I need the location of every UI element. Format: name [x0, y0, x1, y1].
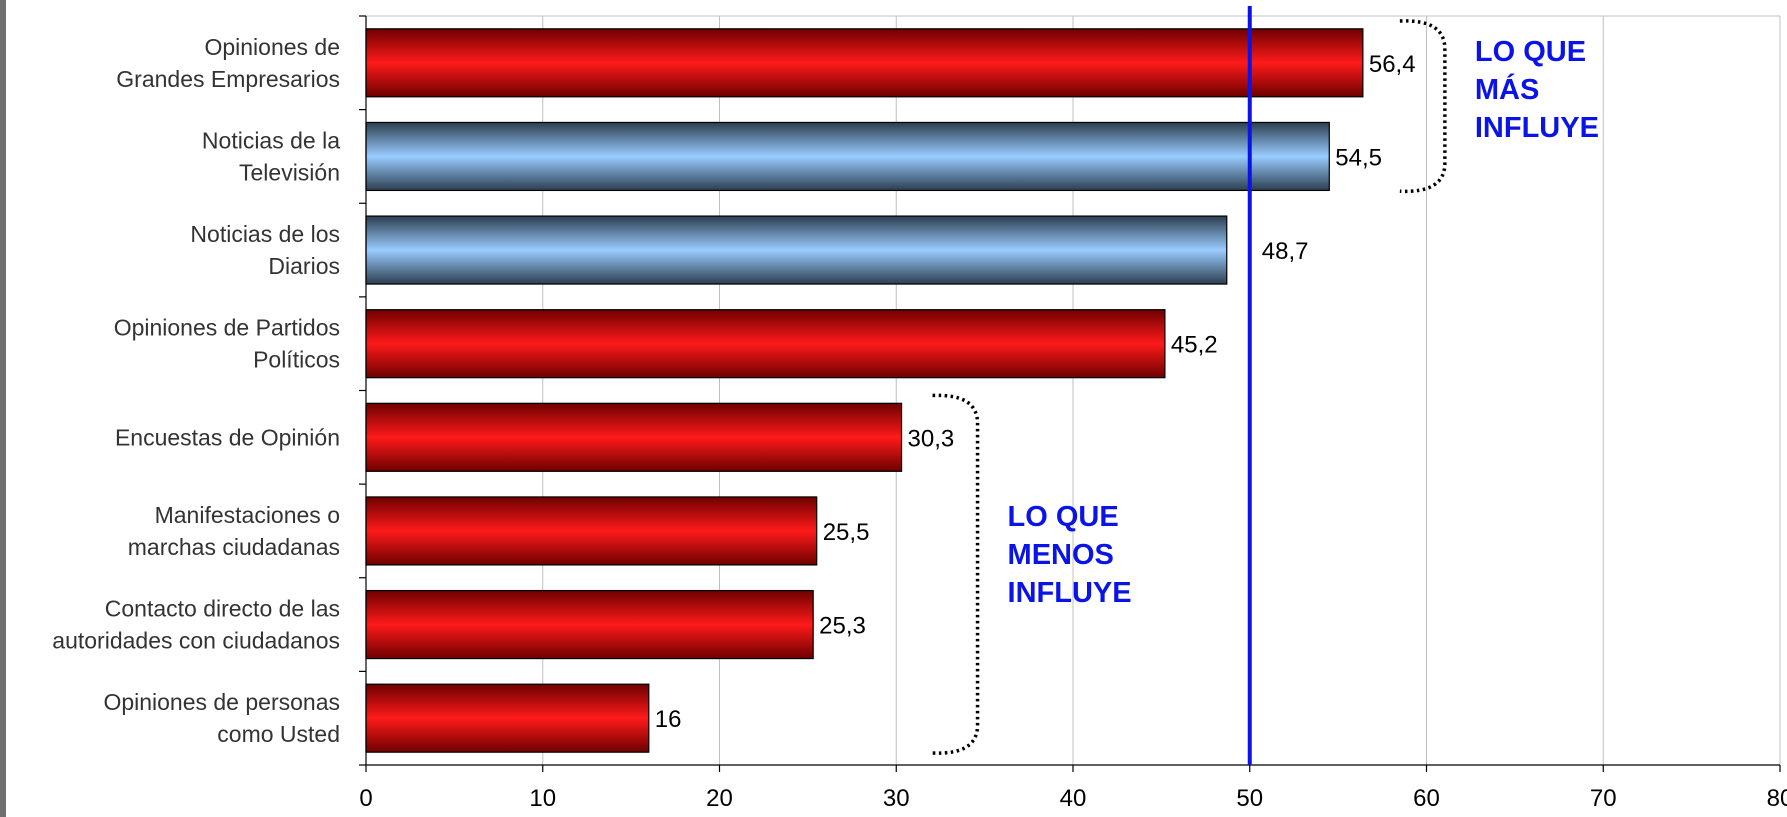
bars	[365, 28, 1364, 753]
category-label-2-line-0: Noticias de los	[190, 221, 340, 247]
annotation-0-line-1: MÁS	[1475, 72, 1539, 106]
x-tick-label-20: 20	[706, 785, 733, 812]
bar-0	[365, 28, 1364, 98]
category-label-3-line-1: Políticos	[253, 347, 340, 373]
labels: Opiniones de Grandes Empresarios Noticias …	[52, 34, 1415, 747]
category-label-0-line-1: Grandes Empresarios	[116, 66, 340, 92]
category-label-2-line-1: Diarios	[268, 253, 340, 279]
data-label-7: 16	[655, 706, 682, 733]
category-label-5-line-1: marchas ciudadanas	[128, 534, 340, 560]
x-tick-label-40: 40	[1060, 785, 1087, 812]
data-label-4: 30,3	[908, 425, 955, 452]
brace-0	[1399, 19, 1447, 194]
bar-4	[365, 402, 903, 472]
bar-3	[365, 309, 1166, 379]
data-label-5: 25,5	[823, 519, 870, 546]
annotation-0-line-0: LO QUE	[1475, 36, 1586, 68]
bar-5	[365, 496, 818, 566]
category-label-1-line-0: Noticias de la	[202, 127, 340, 153]
x-tick-label-50: 50	[1236, 785, 1263, 812]
data-label-3: 45,2	[1171, 332, 1218, 359]
x-tick-label-30: 30	[883, 785, 910, 812]
annotations: LO QUE MÁS INFLUYE LO QUE MENOS INFLUYE	[932, 19, 1599, 755]
data-label-6: 25,3	[819, 613, 866, 640]
bar-2	[365, 215, 1228, 285]
category-label-7-line-1: como Usted	[217, 721, 340, 747]
brace-1	[932, 393, 980, 755]
category-label-6-line-1: autoridades con ciudadanos	[52, 628, 340, 654]
x-tick-label-80: 80	[1767, 785, 1787, 812]
data-label-1: 54,5	[1335, 144, 1382, 171]
category-label-3-line-0: Opiniones de Partidos	[114, 315, 340, 341]
category-label-4-line-0: Encuestas de Opinión	[115, 424, 340, 450]
annotation-1-line-1: MENOS	[1008, 539, 1114, 571]
category-label-7-line-0: Opiniones de personas	[103, 689, 340, 715]
x-tick-label-10: 10	[529, 785, 556, 812]
bar-7	[365, 683, 650, 753]
x-tick-label-60: 60	[1413, 785, 1440, 812]
category-label-0-line-0: Opiniones de	[204, 34, 340, 60]
category-label-6-line-0: Contacto directo de las	[105, 596, 340, 622]
bar-1	[365, 121, 1330, 192]
data-label-2: 48,7	[1262, 238, 1309, 265]
x-tick-label-70: 70	[1590, 785, 1617, 812]
annotation-1-line-2: INFLUYE	[1008, 577, 1132, 609]
axes: 0 10 20 30 40 50 60 70 80	[359, 15, 1787, 812]
bar-6	[365, 589, 814, 660]
data-label-0: 56,4	[1369, 51, 1416, 78]
annotation-0-line-2: INFLUYE	[1475, 112, 1599, 144]
x-tick-label-0: 0	[359, 785, 372, 812]
category-label-5-line-0: Manifestaciones o	[155, 502, 340, 528]
category-label-1-line-1: Televisión	[239, 159, 340, 185]
annotation-1-line-0: LO QUE	[1008, 501, 1119, 533]
window-left-edge	[0, 0, 6, 817]
